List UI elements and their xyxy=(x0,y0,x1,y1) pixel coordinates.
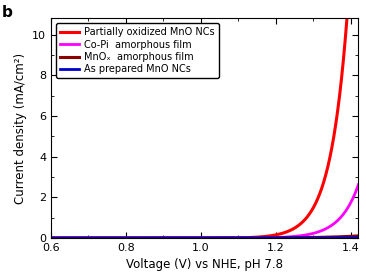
Co-Pi  amorphous film xyxy=(347,203,352,206)
As prepared MnO NCs xyxy=(64,236,69,240)
As prepared MnO NCs xyxy=(291,236,295,240)
As prepared MnO NCs xyxy=(198,236,203,240)
Text: b: b xyxy=(2,5,12,20)
MnOₓ  amorphous film xyxy=(291,236,295,239)
X-axis label: Voltage (V) vs NHE, pH 7.8: Voltage (V) vs NHE, pH 7.8 xyxy=(126,258,283,271)
As prepared MnO NCs xyxy=(49,236,53,240)
Partially oxidized MnO NCs xyxy=(64,236,69,240)
Line: MnOₓ  amorphous film: MnOₓ amorphous film xyxy=(51,236,358,238)
As prepared MnO NCs xyxy=(347,236,352,240)
MnOₓ  amorphous film xyxy=(347,235,352,238)
As prepared MnO NCs xyxy=(356,236,361,239)
MnOₓ  amorphous film xyxy=(64,236,69,240)
Co-Pi  amorphous film xyxy=(64,236,69,240)
Co-Pi  amorphous film xyxy=(49,236,53,240)
Co-Pi  amorphous film xyxy=(356,183,361,186)
MnOₓ  amorphous film xyxy=(198,236,203,240)
Co-Pi  amorphous film xyxy=(291,235,295,238)
Partially oxidized MnO NCs xyxy=(198,236,203,240)
Y-axis label: Current density (mA/cm²): Current density (mA/cm²) xyxy=(14,53,26,204)
Partially oxidized MnO NCs xyxy=(291,227,295,230)
As prepared MnO NCs xyxy=(347,236,352,240)
MnOₓ  amorphous film xyxy=(347,235,352,238)
Co-Pi  amorphous film xyxy=(190,236,194,240)
Partially oxidized MnO NCs xyxy=(190,236,194,240)
MnOₓ  amorphous film xyxy=(49,236,53,240)
Co-Pi  amorphous film xyxy=(347,203,352,207)
MnOₓ  amorphous film xyxy=(356,234,361,238)
MnOₓ  amorphous film xyxy=(190,236,194,240)
Co-Pi  amorphous film xyxy=(198,236,203,240)
Partially oxidized MnO NCs xyxy=(49,236,53,240)
Line: Co-Pi  amorphous film: Co-Pi amorphous film xyxy=(51,184,358,238)
Legend: Partially oxidized MnO NCs, Co-Pi  amorphous film, MnOₓ  amorphous film, As prep: Partially oxidized MnO NCs, Co-Pi amorph… xyxy=(56,23,219,78)
Line: Partially oxidized MnO NCs: Partially oxidized MnO NCs xyxy=(51,0,358,238)
As prepared MnO NCs xyxy=(190,236,194,240)
